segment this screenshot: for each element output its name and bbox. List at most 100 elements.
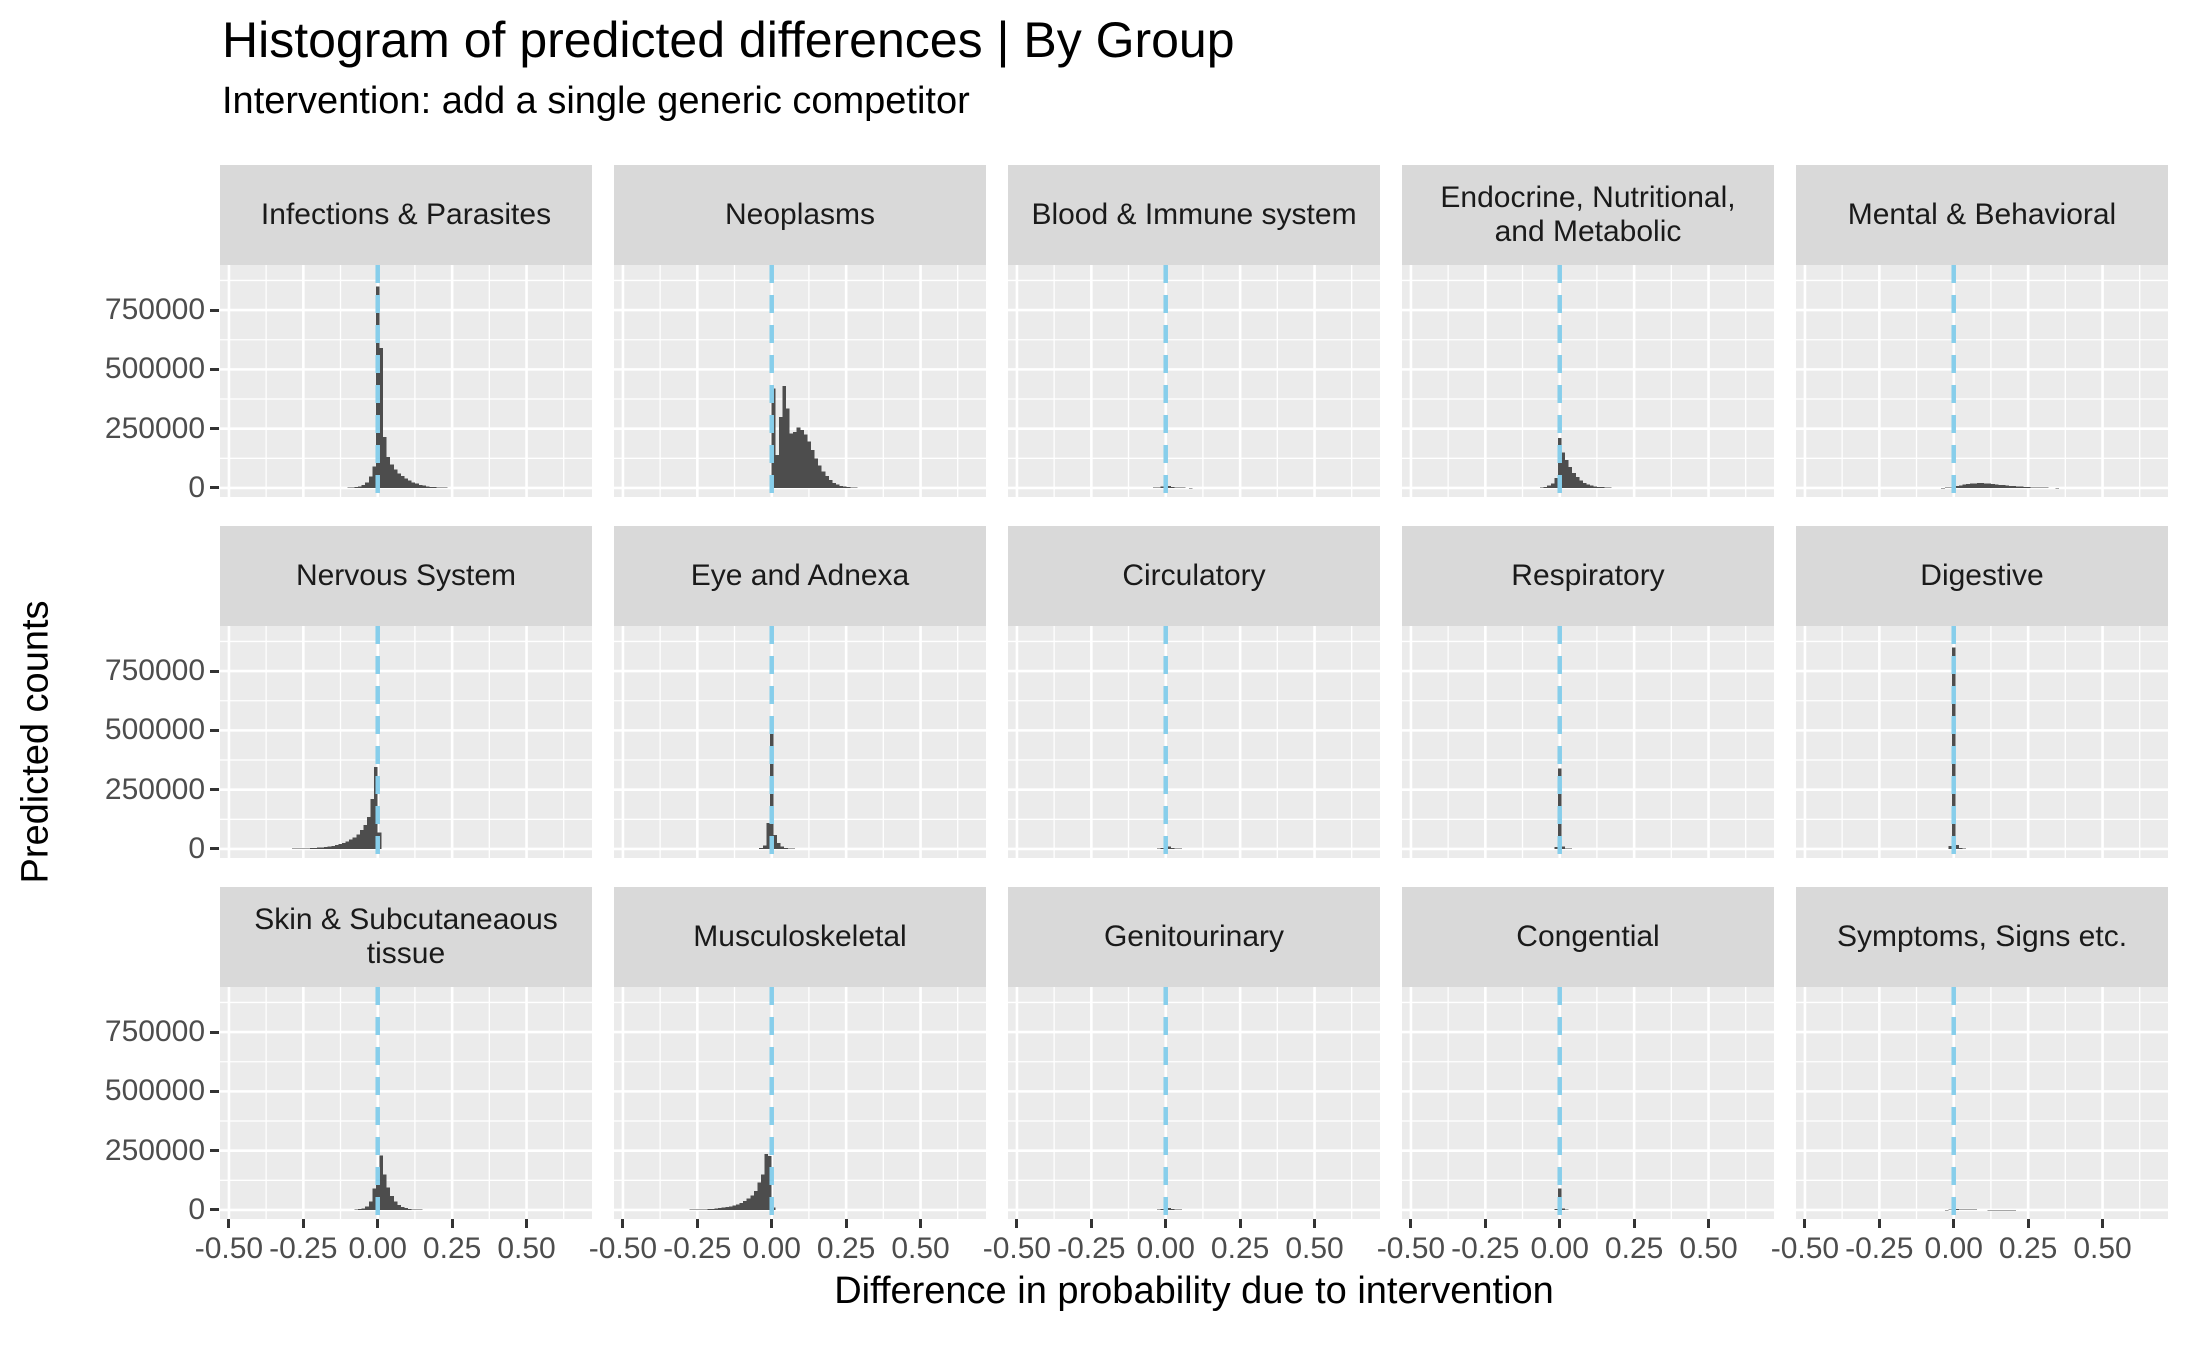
facet-symptoms-signs: Symptoms, Signs etc. (1796, 887, 2168, 1219)
x-axis-tick-mark (1803, 1219, 1807, 1228)
facet-strip-label: Endocrine, Nutritional, and Metabolic (1440, 180, 1736, 249)
facet-musculoskeletal: Musculoskeletal (614, 887, 986, 1219)
facet-strip-label: Blood & Immune system (1031, 197, 1357, 231)
facet-strip-label: Mental & Behavioral (1847, 197, 2117, 231)
x-axis-tick-label: 0.25 (1998, 1232, 2058, 1265)
histogram-svg (220, 626, 592, 858)
facet-strip: Infections & Parasites (220, 165, 592, 265)
facet-panel (614, 265, 986, 497)
facet-skin-subcutaneous: Skin & Subcutaneaous tissue (220, 887, 592, 1219)
facet-eye-adnexa: Eye and Adnexa (614, 526, 986, 858)
histogram-svg (614, 987, 986, 1219)
facet-strip: Endocrine, Nutritional, and Metabolic (1402, 165, 1774, 265)
x-axis-tick-label: 0.00 (1136, 1232, 1195, 1265)
facet-strip-label: Respiratory (1511, 558, 1665, 592)
facet-circulatory: Circulatory (1008, 526, 1380, 858)
facet-panel (1008, 626, 1380, 858)
y-axis-tick-label: 250000 (104, 411, 205, 445)
x-axis-tick-mark (1558, 1219, 1562, 1228)
facet-strip: Circulatory (1008, 526, 1380, 626)
x-axis-tick-label: 0.00 (742, 1232, 801, 1265)
x-axis-tick-mark (1313, 1219, 1317, 1228)
histogram-svg (1402, 626, 1774, 858)
x-axis-tick-mark (770, 1219, 774, 1228)
histogram-svg (614, 626, 986, 858)
facet-panel (1402, 987, 1774, 1219)
facet-strip: Digestive (1796, 526, 2168, 626)
facet-genitourinary: Genitourinary (1008, 887, 1380, 1219)
x-axis-tick-label: 0.50 (891, 1232, 950, 1265)
facet-strip: Respiratory (1402, 526, 1774, 626)
facet-panel (220, 626, 592, 858)
x-axis-tick-mark (1238, 1219, 1242, 1228)
x-axis-tick-label: 0.25 (1604, 1232, 1664, 1265)
histogram-svg (1796, 987, 2168, 1219)
facet-strip-label: Nervous System (295, 558, 517, 592)
histogram-svg (1796, 626, 2168, 858)
facet-panel (1796, 626, 2168, 858)
facet-strip: Congential (1402, 887, 1774, 987)
facet-strip-label: Digestive (1920, 558, 2044, 592)
y-axis-title: Predicted counts (14, 600, 57, 884)
x-axis-tick-mark (919, 1219, 923, 1228)
facet-panel (1402, 626, 1774, 858)
facet-strip-label: Genitourinary (1103, 919, 1285, 953)
chart-title: Histogram of predicted differences | By … (222, 12, 1235, 68)
y-axis-tick-mark (210, 427, 219, 431)
facet-strip-label: Infections & Parasites (260, 197, 552, 231)
facet-strip-label: Neoplasms (724, 197, 876, 231)
facet-panel (1402, 265, 1774, 497)
x-axis-tick-mark (1409, 1219, 1413, 1228)
histogram-svg (1796, 265, 2168, 497)
facet-strip-label: Musculoskeletal (693, 919, 907, 953)
facet-panel (614, 987, 986, 1219)
x-axis-tick-mark (301, 1219, 305, 1228)
facet-strip: Neoplasms (614, 165, 986, 265)
x-axis-tick-label: -0.50 (194, 1232, 264, 1265)
y-axis-tick-mark (210, 1149, 219, 1153)
facet-mental-behavioral: Mental & Behavioral (1796, 165, 2168, 497)
facet-endocrine-metabolic: Endocrine, Nutritional, and Metabolic (1402, 165, 1774, 497)
y-axis-tick-label: 750000 (104, 1015, 205, 1049)
x-axis-tick-label: 0.50 (497, 1232, 556, 1265)
y-axis-tick-label: 500000 (104, 1074, 205, 1108)
facet-grid: Infections & Parasites Neoplasms Blood &… (220, 165, 2168, 1219)
y-axis-tick-mark (210, 669, 219, 673)
facet-panel (220, 265, 592, 497)
histogram-svg (1008, 626, 1380, 858)
x-axis-tick-mark (450, 1219, 454, 1228)
x-axis-tick-mark (844, 1219, 848, 1228)
y-axis-tick-mark (210, 1030, 219, 1034)
x-axis-tick-label: 0.25 (1210, 1232, 1270, 1265)
facet-blood-immune: Blood & Immune system (1008, 165, 1380, 497)
x-axis-tick-mark (1632, 1219, 1636, 1228)
facet-congential: Congential (1402, 887, 1774, 1219)
y-axis-tick-label: 750000 (104, 293, 205, 327)
x-axis-tick-mark (1952, 1219, 1956, 1228)
x-axis-tick-mark (2101, 1219, 2105, 1228)
y-axis-tick-mark (210, 308, 219, 312)
x-axis-tick-label: -0.50 (588, 1232, 658, 1265)
facet-strip: Eye and Adnexa (614, 526, 986, 626)
x-axis-tick-label: 0.25 (816, 1232, 876, 1265)
x-axis-tick-label: -0.50 (1376, 1232, 1446, 1265)
facet-neoplasms: Neoplasms (614, 165, 986, 497)
y-axis-tick-mark (210, 847, 219, 851)
facet-strip: Nervous System (220, 526, 592, 626)
x-axis-tick-label: 0.50 (1679, 1232, 1738, 1265)
facet-panel (1796, 987, 2168, 1219)
histogram-svg (1008, 265, 1380, 497)
x-axis-tick-label: -0.25 (269, 1232, 338, 1265)
x-axis-tick-label: -0.25 (663, 1232, 732, 1265)
facet-strip: Blood & Immune system (1008, 165, 1380, 265)
facet-strip: Symptoms, Signs etc. (1796, 887, 2168, 987)
x-axis-title: Difference in probability due to interve… (834, 1270, 1554, 1312)
histogram-svg (1402, 265, 1774, 497)
histogram-svg (1008, 987, 1380, 1219)
y-axis-tick-label: 0 (188, 1192, 205, 1226)
x-axis-tick-label: -0.25 (1451, 1232, 1520, 1265)
y-axis-tick-label: 0 (188, 470, 205, 504)
facet-respiratory: Respiratory (1402, 526, 1774, 858)
x-axis-tick-mark (695, 1219, 699, 1228)
